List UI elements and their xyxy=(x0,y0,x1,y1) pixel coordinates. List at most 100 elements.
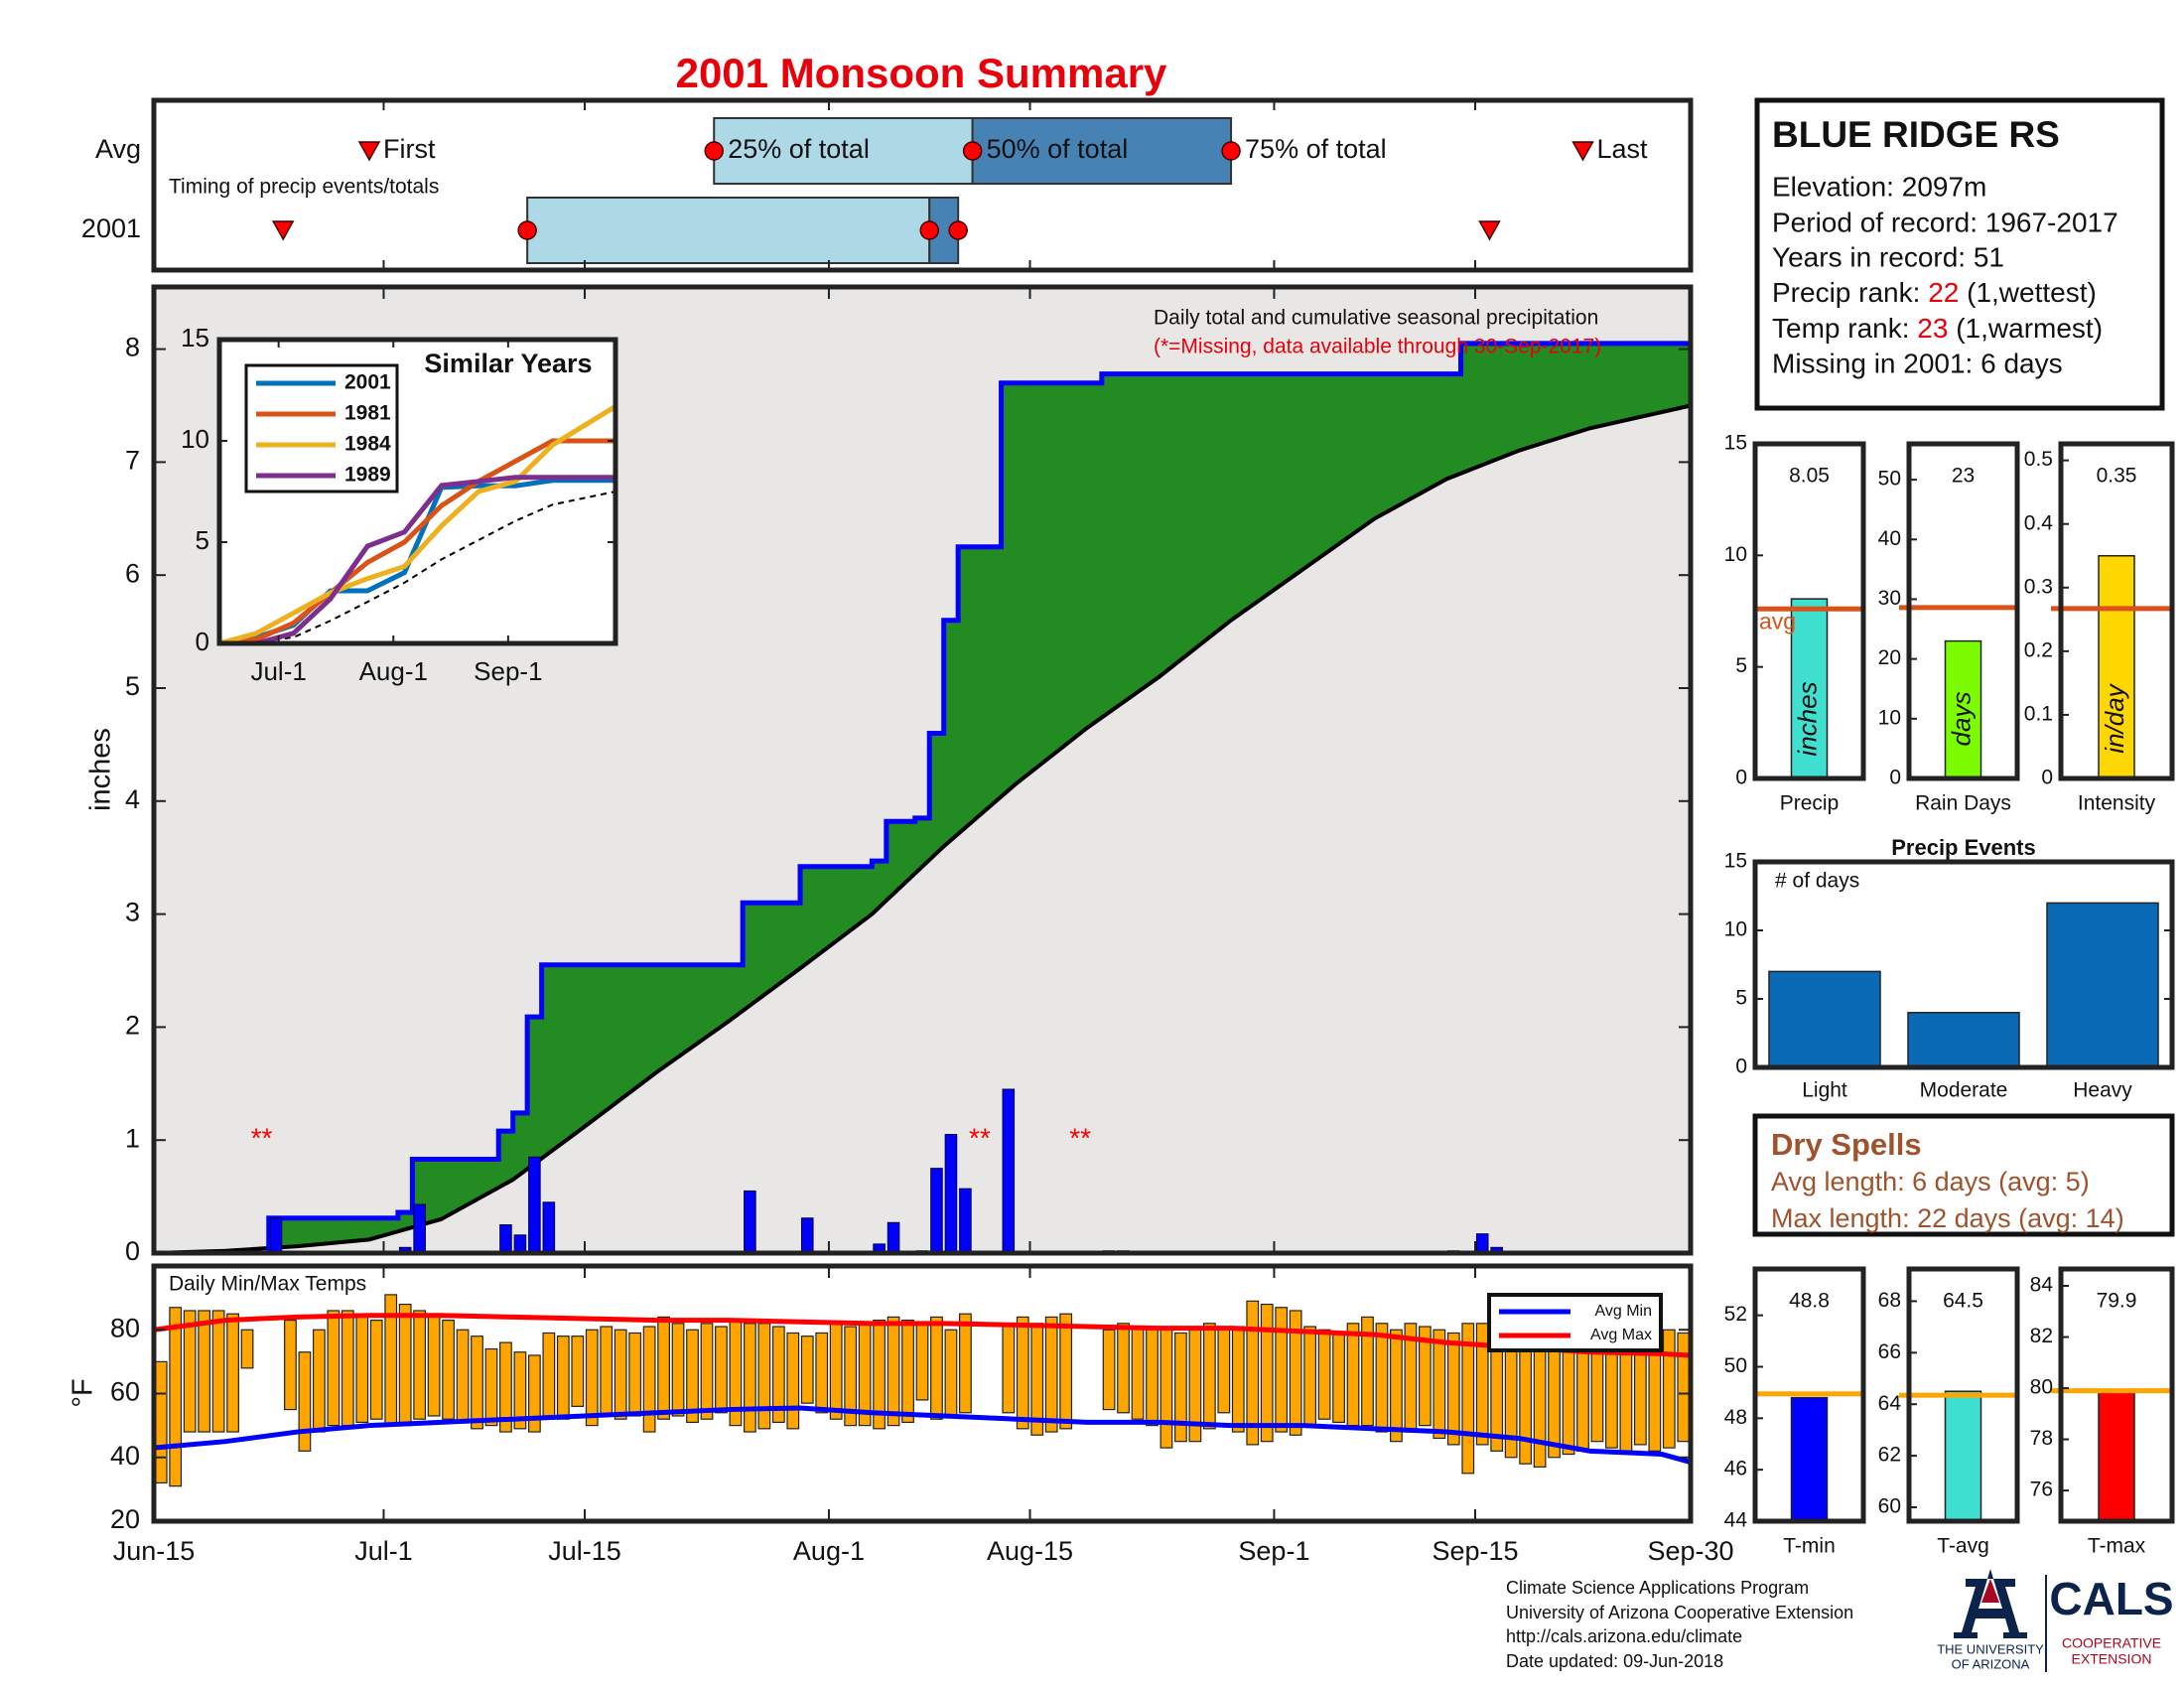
x-tick-label: Light xyxy=(1802,1079,1847,1102)
y-tick-label: 15 xyxy=(181,323,209,352)
station-box: BLUE RIDGE RS Elevation: 2097m Period of… xyxy=(1754,97,2165,411)
station-frame xyxy=(1754,97,2165,411)
temp-range-bar xyxy=(183,1310,197,1433)
panel-frame xyxy=(1906,1266,2020,1524)
x-label: T-avg xyxy=(1937,1535,1989,1558)
unit-label: days xyxy=(1946,692,1976,747)
inset-frame xyxy=(216,337,618,646)
temp-range-bar xyxy=(1275,1307,1289,1433)
temp-range-bar xyxy=(1044,1316,1058,1433)
extension-text: EXTENSION xyxy=(2072,1651,2152,1667)
stat-bar xyxy=(1790,598,1829,779)
temp-range-bar xyxy=(240,1329,254,1369)
temp-range-bar xyxy=(369,1320,383,1420)
temp-range-bar xyxy=(930,1316,943,1420)
inset-title: Similar Years xyxy=(424,349,592,378)
y-tick-label: 0 xyxy=(1889,767,1901,789)
temp-range-bar xyxy=(1361,1316,1374,1427)
value-label: 79.9 xyxy=(2097,1290,2137,1313)
panel-frame xyxy=(2058,441,2175,781)
station-line: Elevation: 2097m xyxy=(1772,171,1986,202)
y-tick-label: 10 xyxy=(1878,706,1901,729)
stat-bar xyxy=(1944,1390,1982,1522)
temp-range-bar xyxy=(873,1320,886,1430)
daily-bar xyxy=(1002,1088,1016,1254)
footer-line: Date updated: 09-Jun-2018 xyxy=(1506,1651,1723,1671)
daily-bar xyxy=(528,1156,541,1254)
rank-label: Temp rank: xyxy=(1772,313,1910,344)
bar xyxy=(1907,1012,2020,1068)
y-tick-label: 5 xyxy=(1735,654,1747,677)
temp-range-bar xyxy=(1002,1323,1016,1414)
y-tick-label: 2 xyxy=(125,1011,140,1041)
temp-range-bar xyxy=(571,1336,585,1407)
temp-range-bar xyxy=(600,1326,614,1417)
value-label: 23 xyxy=(1952,465,1975,488)
station-line: Period of record: 1967-2017 xyxy=(1772,207,2118,237)
y-tick-label: 15 xyxy=(1724,850,1747,873)
bar xyxy=(2046,902,2159,1068)
stat-bar xyxy=(2098,555,2135,779)
temp-range-bar xyxy=(398,1303,412,1427)
y-tick-label: 64 xyxy=(1878,1392,1902,1415)
temp-range-bar xyxy=(1418,1326,1432,1427)
y-tick-label: 0.2 xyxy=(2024,638,2053,661)
university-name: THE UNIVERSITY xyxy=(1937,1641,2044,1656)
dry-spells-line: Avg length: 6 days (avg: 5) xyxy=(1771,1167,2090,1196)
temp-range-bar xyxy=(686,1329,699,1424)
value-label: 0.35 xyxy=(2097,465,2137,488)
temp-range-bar xyxy=(1131,1326,1145,1420)
y-axis-label: °F xyxy=(68,1378,99,1407)
ua-logo xyxy=(1954,1569,2027,1638)
stat-bar xyxy=(1790,1396,1829,1522)
average-line xyxy=(153,403,1692,1255)
daily-bar xyxy=(744,1190,756,1254)
panel-frame xyxy=(2058,1266,2175,1524)
event-marker xyxy=(1571,141,1594,162)
y-tick-label: 0 xyxy=(2041,767,2053,789)
y-tick-label: 52 xyxy=(1724,1303,1747,1326)
total-marker xyxy=(919,220,939,240)
temp-range-bar xyxy=(657,1316,670,1420)
y-tick-label: 46 xyxy=(1724,1458,1747,1480)
x-tick-label: Jul-15 xyxy=(548,1536,621,1566)
legend-box xyxy=(244,363,399,493)
temp-range-bar xyxy=(815,1332,829,1414)
rank-note: (1,wettest) xyxy=(1967,277,2097,308)
x-tick-label: Jun-15 xyxy=(113,1536,196,1566)
missing-mark: ** xyxy=(969,1123,991,1154)
x-tick-label: Moderate xyxy=(1920,1079,2008,1102)
temp-range-bar xyxy=(1390,1329,1403,1443)
x-label: Rain Days xyxy=(1915,792,2011,815)
average-temp-line xyxy=(153,1313,1692,1358)
dry-spells-title: Dry Spells xyxy=(1771,1127,1922,1162)
cumulative-line xyxy=(154,341,1691,1256)
y-tick-label: 1 xyxy=(125,1123,140,1153)
temp-range-bar xyxy=(1102,1329,1116,1411)
temp-range-bar xyxy=(355,1313,369,1424)
y-tick-label: 76 xyxy=(2030,1478,2053,1501)
daily-bar xyxy=(800,1217,814,1254)
x-tick-label: Jul-1 xyxy=(354,1536,413,1566)
daily-bar xyxy=(513,1234,527,1254)
precip-frame xyxy=(151,284,1694,1256)
daily-bar xyxy=(269,1217,283,1254)
y-tick-label: 0.3 xyxy=(2024,575,2053,598)
temp-range-bar xyxy=(1303,1326,1317,1427)
y-tick-label: 20 xyxy=(1878,646,1901,669)
temp-range-bar xyxy=(1117,1323,1130,1414)
y-tick-label: 30 xyxy=(1878,587,1901,610)
y-tick-label: 50 xyxy=(1724,1354,1747,1377)
temp-range-bar xyxy=(959,1313,972,1414)
temp-range-bar xyxy=(844,1326,858,1427)
y-tick-label: 82 xyxy=(2030,1325,2053,1347)
missing-note: (*=Missing, data available through 30-Se… xyxy=(1154,336,1601,358)
y-tick-label: 6 xyxy=(125,558,140,588)
temp-range-bar xyxy=(1332,1332,1345,1424)
y-axis-label: inches xyxy=(85,728,117,811)
series-line xyxy=(218,438,615,646)
events-frame xyxy=(1752,859,2175,1070)
total-marker xyxy=(704,141,724,161)
total-marker xyxy=(517,220,537,240)
average-area xyxy=(154,405,1691,1254)
